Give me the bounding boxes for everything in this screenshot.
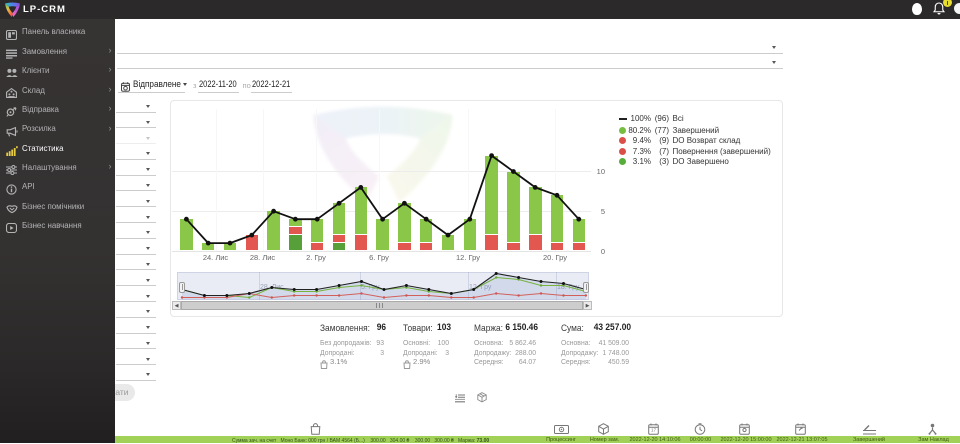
svg-text:17: 17 — [651, 428, 657, 433]
